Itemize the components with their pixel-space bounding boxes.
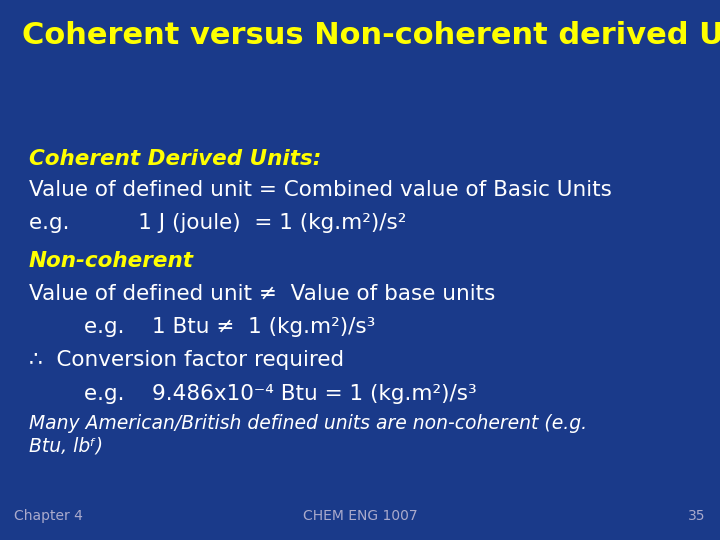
Text: CHEM ENG 1007: CHEM ENG 1007 (302, 509, 418, 523)
Text: e.g.    1 Btu ≠  1 (kg.m²)/s³: e.g. 1 Btu ≠ 1 (kg.m²)/s³ (29, 317, 375, 337)
Text: ∴  Conversion factor required: ∴ Conversion factor required (29, 350, 344, 370)
Text: Coherent Derived Units:: Coherent Derived Units: (29, 148, 321, 169)
Text: Non-coherent: Non-coherent (29, 251, 194, 271)
Text: Many American/British defined units are non-coherent (e.g.: Many American/British defined units are … (29, 414, 587, 433)
Text: Value of defined unit = Combined value of Basic Units: Value of defined unit = Combined value o… (29, 180, 612, 200)
Text: Chapter 4: Chapter 4 (14, 509, 84, 523)
Text: 35: 35 (688, 509, 706, 523)
Text: Value of defined unit ≠  Value of base units: Value of defined unit ≠ Value of base un… (29, 284, 495, 304)
Text: Coherent versus Non-coherent derived Units: Coherent versus Non-coherent derived Uni… (22, 21, 720, 50)
Text: e.g.          1 J (joule)  = 1 (kg.m²)/s²: e.g. 1 J (joule) = 1 (kg.m²)/s² (29, 213, 406, 233)
Text: e.g.    9.486x10⁻⁴ Btu = 1 (kg.m²)/s³: e.g. 9.486x10⁻⁴ Btu = 1 (kg.m²)/s³ (29, 384, 477, 404)
Text: Btu, lbᶠ): Btu, lbᶠ) (29, 437, 103, 456)
